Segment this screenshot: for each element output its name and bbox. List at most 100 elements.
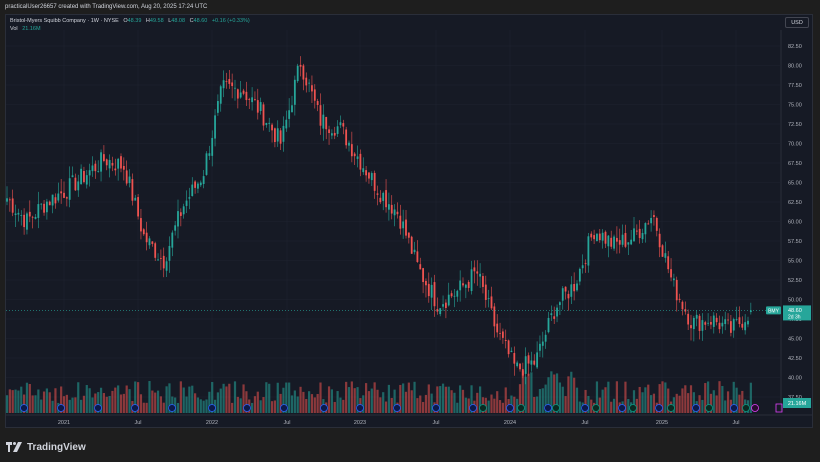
earnings-event-icon[interactable]: [705, 404, 713, 412]
split-event-icon[interactable]: [751, 404, 759, 412]
candle-body: [254, 99, 256, 100]
dividend-event-icon[interactable]: [506, 404, 514, 412]
dividend-event-icon[interactable]: [393, 404, 401, 412]
candle-body: [667, 256, 670, 270]
time-scale[interactable]: [6, 415, 812, 427]
volume-bar: [37, 389, 40, 413]
candle-body: [433, 282, 436, 307]
dividend-event-icon[interactable]: [208, 404, 216, 412]
currency-button[interactable]: USD: [785, 17, 809, 28]
candle-body: [68, 178, 71, 200]
volume-label[interactable]: Vol: [10, 26, 18, 32]
volume-bar: [379, 397, 382, 413]
dividend-event-icon[interactable]: [581, 404, 589, 412]
volume-bar: [134, 381, 137, 413]
candle-body: [695, 314, 698, 319]
candle-body: [493, 306, 496, 327]
candle-body: [231, 82, 234, 87]
dividend-event-icon[interactable]: [20, 404, 28, 412]
volume-bar: [28, 383, 31, 413]
volume-bar: [658, 384, 661, 413]
candle-body: [581, 265, 584, 269]
volume-bar: [738, 394, 741, 413]
candle-body: [484, 284, 487, 300]
candle-body: [499, 333, 501, 335]
candle-body: [462, 283, 464, 286]
candle-body: [578, 268, 581, 282]
dividend-event-icon[interactable]: [730, 404, 738, 412]
candle-body: [559, 302, 561, 306]
volume-badge-label: 21.16M: [788, 401, 807, 407]
candle-body: [288, 110, 291, 119]
earnings-event-icon[interactable]: [742, 404, 750, 412]
earnings-event-icon[interactable]: [592, 404, 600, 412]
volume-bar: [407, 382, 410, 413]
volume-bar: [290, 395, 294, 413]
candle-body: [168, 245, 171, 261]
dividend-event-icon[interactable]: [280, 404, 288, 412]
dividend-event-icon[interactable]: [618, 404, 626, 412]
candle-body: [362, 168, 365, 173]
dividend-event-icon[interactable]: [168, 404, 176, 412]
candle-body: [684, 309, 687, 312]
candle-body: [422, 268, 424, 283]
candle-body: [259, 102, 262, 111]
earnings-event-icon[interactable]: [517, 404, 525, 412]
volume-bar: [558, 382, 561, 413]
close-value: 48.60: [193, 18, 208, 24]
earnings-event-icon[interactable]: [629, 404, 637, 412]
candle-body: [339, 122, 342, 126]
volume-bar: [108, 395, 111, 413]
time-tick-label: Jul: [134, 420, 141, 426]
candle-body: [519, 363, 521, 370]
candle-body: [390, 204, 393, 214]
earnings-event-icon[interactable]: [479, 404, 487, 412]
candle-body: [747, 320, 749, 325]
dividend-event-icon[interactable]: [692, 404, 700, 412]
volume-bar: [459, 385, 462, 413]
dividend-event-icon[interactable]: [243, 404, 251, 412]
volume-bar: [174, 397, 177, 413]
dividend-event-icon[interactable]: [469, 404, 477, 412]
upcoming-event-icon[interactable]: [775, 403, 783, 413]
brand-name: TradingView: [27, 441, 86, 453]
volume-bar: [80, 399, 83, 413]
candle-body: [593, 235, 595, 240]
dividend-event-icon[interactable]: [356, 404, 364, 412]
candle-body: [128, 176, 131, 184]
dividend-event-icon[interactable]: [432, 404, 440, 412]
price-tick-label: 80.00: [788, 64, 802, 70]
price-scale[interactable]: [781, 30, 812, 411]
volume-bar: [148, 381, 151, 413]
volume-bar: [137, 382, 140, 413]
dividend-event-icon[interactable]: [320, 404, 328, 412]
candle-body: [46, 201, 48, 213]
dividend-event-icon[interactable]: [94, 404, 102, 412]
dividend-event-icon[interactable]: [655, 404, 663, 412]
candle-body: [587, 236, 590, 266]
volume-bar: [65, 394, 68, 413]
candle-body: [26, 213, 28, 230]
price-tick-label: 65.00: [788, 181, 802, 187]
candle-body: [325, 116, 328, 130]
dividend-event-icon[interactable]: [57, 404, 65, 412]
earnings-event-icon[interactable]: [552, 404, 560, 412]
volume-bar: [102, 393, 105, 413]
chart-pane[interactable]: [5, 14, 813, 428]
volume-bar: [99, 387, 103, 413]
candle-body: [236, 89, 239, 99]
dividend-event-icon[interactable]: [544, 404, 552, 412]
volume-bar: [228, 383, 231, 413]
candle-body: [419, 264, 422, 270]
volume-bar: [681, 388, 684, 413]
volume-bar: [570, 371, 573, 413]
dividend-event-icon[interactable]: [131, 404, 139, 412]
volume-bar: [276, 382, 279, 413]
candle-body: [436, 309, 439, 312]
price-tick-label: 50.00: [788, 298, 802, 304]
volume-bar: [518, 384, 522, 413]
symbol-description[interactable]: Bristol-Myers Squibb Company · 1W · NYSE: [10, 18, 119, 24]
earnings-event-icon[interactable]: [667, 404, 675, 412]
time-tick-label: Jul: [732, 420, 739, 426]
